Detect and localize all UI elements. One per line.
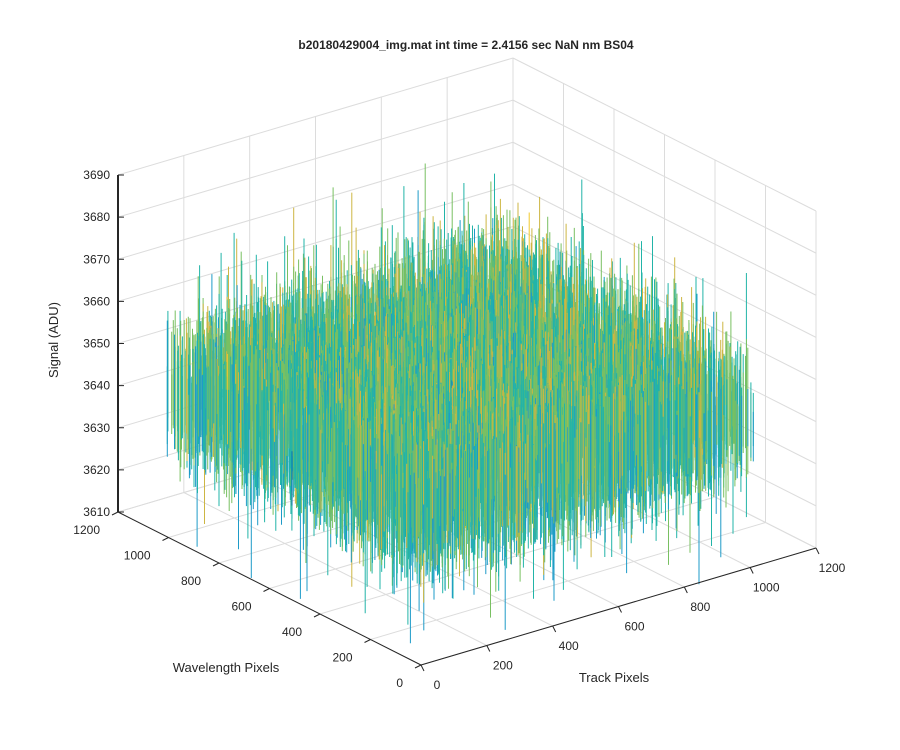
gridline	[117, 141, 514, 260]
gridline	[512, 57, 817, 212]
gridline	[117, 99, 514, 218]
gridline	[512, 141, 817, 296]
gridline	[370, 522, 766, 640]
gridline	[319, 496, 716, 615]
gridline	[512, 183, 817, 338]
gridline	[117, 183, 514, 302]
gridline	[512, 226, 817, 380]
surface-data	[166, 163, 754, 644]
gridline	[512, 99, 817, 254]
gridline	[117, 57, 514, 176]
